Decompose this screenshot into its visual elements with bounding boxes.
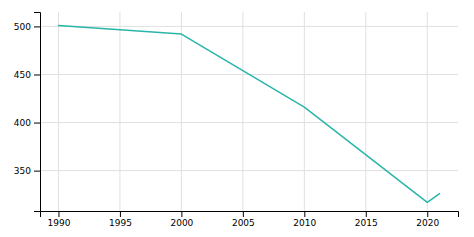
y-axis: 350 400 450 500 xyxy=(14,13,41,212)
y-tick: 400 xyxy=(14,118,40,128)
x-grid-line xyxy=(427,12,428,211)
x-tick: 1995 xyxy=(109,211,132,228)
y-tick-mark xyxy=(34,74,40,75)
line xyxy=(58,25,439,202)
x-tick-mark xyxy=(58,211,59,217)
y-tick: 350 xyxy=(14,166,40,176)
x-tick: 2010 xyxy=(293,211,316,228)
x-grid-line xyxy=(119,12,120,211)
y-tick-label: 350 xyxy=(14,166,31,176)
y-tick-label: 500 xyxy=(14,22,31,32)
x-grid-line xyxy=(181,12,182,211)
y-tick-mark xyxy=(34,26,40,27)
x-tick-label: 2015 xyxy=(355,218,378,228)
y-tick-label: 400 xyxy=(14,118,31,128)
x-tick-label: 2010 xyxy=(293,218,316,228)
y-axis-line xyxy=(34,13,41,212)
y-tick: 450 xyxy=(14,70,40,80)
x-tick-label: 2000 xyxy=(170,218,193,228)
x-tick: 2015 xyxy=(355,211,378,228)
y-tick-mark xyxy=(34,171,40,172)
x-axis: 1990 1995 2000 2005 2010 2015 2020 xyxy=(41,211,459,228)
y-grid-line xyxy=(40,26,458,27)
x-tick-label: 1990 xyxy=(47,218,70,228)
x-tick-mark xyxy=(181,211,182,217)
x-tick-mark xyxy=(304,211,305,217)
grid xyxy=(40,12,458,211)
x-grid-line xyxy=(242,12,243,211)
chart: 1990 1995 2000 2005 2010 2015 2020 350 400 450 500 xyxy=(0,0,474,237)
x-tick: 1990 xyxy=(47,211,70,228)
x-tick-mark xyxy=(366,211,367,217)
x-tick-mark xyxy=(120,211,121,217)
plot-area: 1990 1995 2000 2005 2010 2015 2020 350 400 450 500 xyxy=(14,12,459,228)
x-tick: 2005 xyxy=(232,211,255,228)
x-grid-line xyxy=(58,12,59,211)
y-grid-line xyxy=(40,122,458,123)
x-tick-mark xyxy=(427,211,428,217)
x-grid-line xyxy=(365,12,366,211)
x-tick-label: 2005 xyxy=(232,218,255,228)
y-tick: 500 xyxy=(14,22,40,32)
x-tick-label: 2020 xyxy=(416,218,439,228)
x-grid-line xyxy=(304,12,305,211)
x-tick-mark xyxy=(243,211,244,217)
y-tick-mark xyxy=(34,123,40,124)
x-axis-line xyxy=(41,212,459,218)
x-tick-label: 1995 xyxy=(109,218,132,228)
y-grid-line xyxy=(40,170,458,171)
x-tick: 2020 xyxy=(416,211,439,228)
marks xyxy=(58,25,439,202)
y-tick-label: 450 xyxy=(14,70,31,80)
x-tick: 2000 xyxy=(170,211,193,228)
